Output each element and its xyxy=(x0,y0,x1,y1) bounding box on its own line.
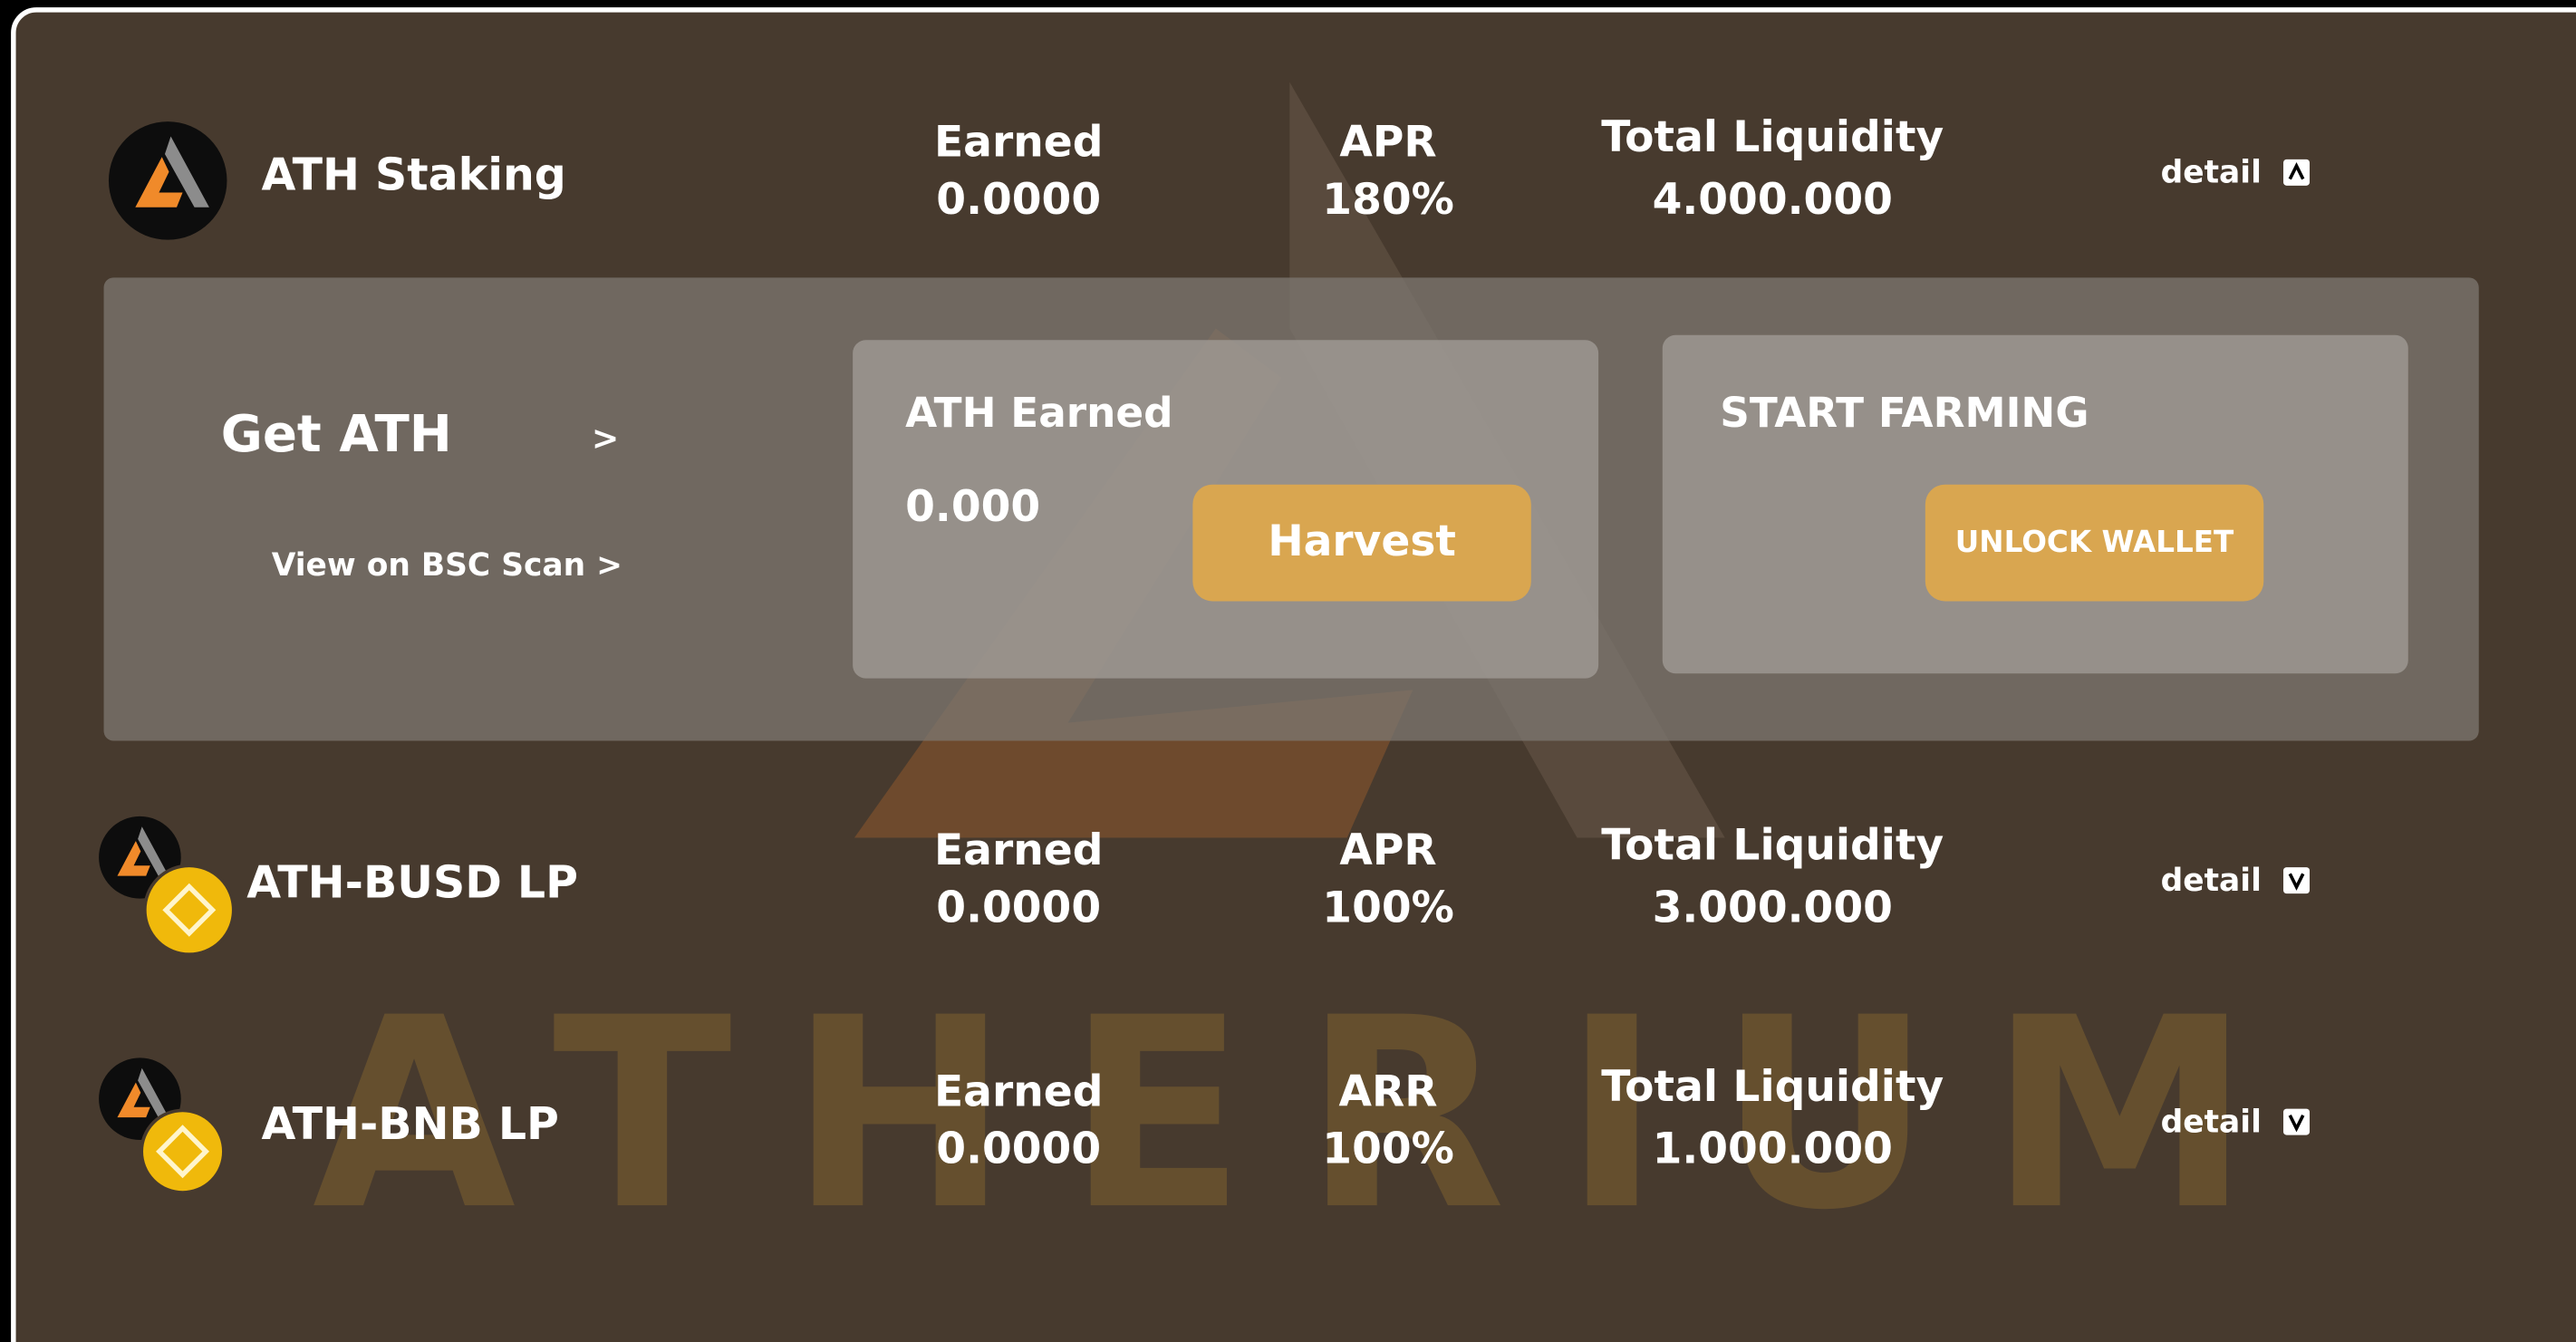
harvest-button[interactable] xyxy=(1192,484,1531,602)
ath-logo-mark xyxy=(117,841,150,876)
apr-label: APR xyxy=(1339,118,1436,168)
liquidity-value: 1.000.000 xyxy=(1653,1125,1893,1174)
detail-chevron xyxy=(2288,873,2305,891)
detail-toggle[interactable]: detail xyxy=(2161,863,2262,899)
scan-link[interactable]: View on BSC Scan > xyxy=(272,547,622,584)
earned-value: 0.000 xyxy=(905,482,1040,532)
farm-name: ATH-BNB LP xyxy=(262,1098,559,1150)
ath-logo xyxy=(108,121,227,240)
ath-logo-mark xyxy=(164,136,209,208)
farm-name: ATH Staking xyxy=(262,149,566,200)
unlock-button[interactable] xyxy=(1925,484,2264,602)
earned-value: 0.0000 xyxy=(936,175,1101,225)
token-logo xyxy=(140,1108,226,1194)
liquidity-value: 4.000.000 xyxy=(1653,175,1893,225)
earned-label: Earned xyxy=(934,1067,1103,1116)
apr-value: 100% xyxy=(1322,1125,1454,1174)
token-logo-mark xyxy=(162,883,217,937)
farming-title: START FARMING xyxy=(1720,389,2089,437)
detail-chevron xyxy=(2288,162,2305,180)
apr-label: ARR xyxy=(1339,1067,1438,1116)
detail-toggle[interactable]: detail xyxy=(2161,1104,2262,1140)
liquidity-label: Total Liquidity xyxy=(1601,820,1944,870)
liquidity-value: 3.000.000 xyxy=(1653,883,1893,932)
earned-label: Earned xyxy=(934,825,1103,875)
token-logo xyxy=(143,864,236,957)
detail-toggle[interactable]: detail xyxy=(2161,155,2262,191)
get-arrow[interactable]: > xyxy=(592,419,619,458)
detail-chevron xyxy=(2288,1115,2305,1133)
liquidity-label: Total Liquidity xyxy=(1601,1062,1944,1112)
ath-logo-mark xyxy=(117,1082,150,1118)
liquidity-label: Total Liquidity xyxy=(1601,112,1944,162)
earned-value: 0.0000 xyxy=(936,1125,1101,1174)
apr-value: 100% xyxy=(1322,883,1454,932)
apr-label: APR xyxy=(1339,825,1436,875)
token-logo-mark xyxy=(156,1125,210,1179)
ath-logo-mark xyxy=(138,826,169,876)
ath-logo-mark xyxy=(135,157,183,208)
earned-value: 0.0000 xyxy=(936,883,1101,932)
farm-name: ATH-BUSD LP xyxy=(246,857,578,909)
apr-value: 180% xyxy=(1322,175,1454,225)
earned-title: ATH Earned xyxy=(905,389,1172,437)
earned-label: Earned xyxy=(934,118,1103,168)
unlock-label[interactable]: UNLOCK WALLET xyxy=(1955,525,2234,559)
get-link[interactable]: Get ATH xyxy=(221,405,452,464)
harvest-label[interactable]: Harvest xyxy=(1268,517,1456,566)
ath-logo-mark xyxy=(138,1067,169,1118)
